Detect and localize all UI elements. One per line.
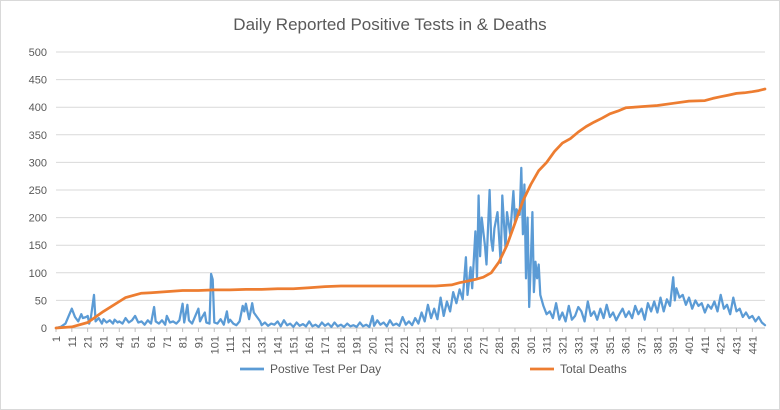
legend-total-deaths-label: Total Deaths bbox=[560, 362, 627, 376]
x-tick-label: 31 bbox=[98, 336, 110, 348]
x-tick-label: 361 bbox=[621, 336, 633, 354]
x-tick-label: 221 bbox=[399, 336, 411, 354]
legend-positive-tests-label: Postive Test Per Day bbox=[270, 362, 381, 376]
y-tick-label: 350 bbox=[29, 130, 47, 142]
y-tick-label: 500 bbox=[29, 47, 47, 59]
y-tick-label: 250 bbox=[29, 185, 47, 197]
x-tick-label: 211 bbox=[383, 336, 395, 354]
x-tick-label: 421 bbox=[716, 336, 728, 354]
x-tick-label: 121 bbox=[241, 336, 253, 354]
total-deaths-line bbox=[54, 87, 767, 330]
x-tick-label: 291 bbox=[510, 336, 522, 354]
x-tick-label: 171 bbox=[320, 336, 332, 354]
series-lines bbox=[54, 87, 767, 330]
positive-tests-line bbox=[54, 166, 767, 330]
y-tick-label: 150 bbox=[29, 240, 47, 252]
y-tick-label: 200 bbox=[29, 213, 47, 225]
x-tick-label: 321 bbox=[557, 336, 569, 354]
x-tick-label: 261 bbox=[462, 336, 474, 354]
x-tick-label: 81 bbox=[178, 336, 190, 348]
x-tick-label: 71 bbox=[162, 336, 174, 348]
x-tick-label: 111 bbox=[225, 336, 237, 353]
y-axis-ticks: 0 50 100 150 200 250 300 350 400 450 500 bbox=[29, 47, 47, 335]
x-tick-label: 51 bbox=[130, 336, 142, 348]
legend: Postive Test Per Day Total Deaths bbox=[240, 362, 627, 376]
y-tick-label: 50 bbox=[35, 295, 47, 307]
x-tick-label: 101 bbox=[209, 336, 221, 354]
x-tick-label: 341 bbox=[589, 336, 601, 354]
x-tick-label: 181 bbox=[336, 336, 348, 354]
x-tick-label: 241 bbox=[431, 336, 443, 354]
x-axis-ticks: 1 11 21 31 41 51 61 71 81 91 101 111 121 131 141 151 161… bbox=[51, 328, 759, 354]
x-tick-label: 131 bbox=[257, 336, 269, 354]
y-tick-label: 100 bbox=[29, 268, 47, 280]
x-tick-label: 11 bbox=[67, 336, 79, 347]
gridlines bbox=[56, 51, 765, 329]
x-tick-label: 281 bbox=[494, 336, 506, 354]
chart-title: Daily Reported Positive Tests in & Death… bbox=[233, 15, 546, 34]
y-tick-label: 400 bbox=[29, 102, 47, 114]
x-tick-label: 311 bbox=[542, 336, 554, 354]
x-tick-label: 371 bbox=[637, 336, 649, 354]
x-tick-label: 151 bbox=[288, 336, 300, 354]
x-tick-label: 191 bbox=[352, 336, 364, 354]
x-tick-label: 411 bbox=[700, 336, 712, 354]
x-tick-label: 161 bbox=[304, 336, 316, 354]
x-tick-label: 351 bbox=[605, 336, 617, 354]
x-tick-label: 401 bbox=[684, 336, 696, 354]
y-tick-label: 0 bbox=[41, 323, 47, 335]
x-tick-label: 61 bbox=[146, 336, 158, 348]
x-tick-label: 271 bbox=[478, 336, 490, 354]
x-tick-label: 331 bbox=[573, 336, 585, 354]
x-tick-label: 251 bbox=[447, 336, 459, 354]
x-tick-label: 1 bbox=[51, 336, 63, 342]
x-tick-label: 391 bbox=[668, 336, 680, 354]
x-tick-label: 431 bbox=[732, 336, 744, 354]
x-tick-label: 441 bbox=[747, 336, 759, 354]
x-tick-label: 91 bbox=[193, 336, 205, 348]
x-tick-label: 41 bbox=[114, 336, 126, 348]
x-tick-label: 21 bbox=[83, 336, 95, 348]
x-tick-label: 231 bbox=[415, 336, 427, 354]
y-tick-label: 450 bbox=[29, 75, 47, 87]
x-tick-label: 301 bbox=[526, 336, 538, 354]
y-tick-label: 300 bbox=[29, 157, 47, 169]
x-tick-label: 201 bbox=[368, 336, 380, 354]
x-tick-label: 381 bbox=[652, 336, 664, 354]
x-tick-label: 141 bbox=[273, 336, 285, 354]
